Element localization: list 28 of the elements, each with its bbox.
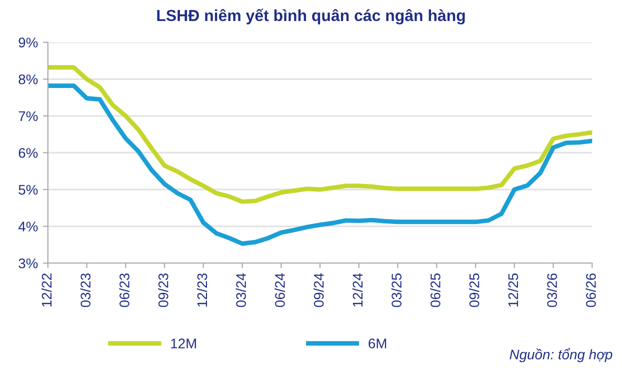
line-series (48, 65, 592, 204)
x-tick-label: 09/23 (158, 273, 168, 308)
y-tick-label: 8% (18, 74, 38, 84)
y-tick-label: 6% (18, 148, 38, 158)
text: Nguồn: tổng hợp (510, 348, 612, 362)
y-tick-label: 3% (18, 258, 38, 268)
legend-label: 12M (171, 338, 196, 348)
x-tick-label: 03/23 (80, 273, 90, 308)
x-tick-label: 03/25 (391, 273, 402, 308)
legend-label: 6M (368, 338, 386, 348)
y-tick-label: 9% (18, 38, 38, 48)
x-tick-label: 03/26 (546, 273, 557, 308)
x-tick-label: 09/24 (314, 273, 324, 308)
x-tick-label: 06/26 (586, 273, 596, 308)
x-tick-label: 12/22 (41, 274, 52, 307)
x-tick-label: 12/23 (196, 273, 208, 307)
x-tick-label: 06/23 (119, 273, 130, 308)
x-tick-label: 06/24 (274, 273, 285, 308)
y-tick-label: 5% (18, 184, 38, 195)
x-tick-label: 09/25 (469, 273, 480, 308)
x-tick-label: 12/25 (508, 273, 518, 307)
chart-title: LSHĐ niêm yết bình quân các ngân hàng (157, 8, 465, 24)
x-tick-label: 12/24 (352, 273, 363, 307)
line-series (48, 84, 592, 246)
x-tick-label: 03/24 (236, 273, 246, 308)
y-tick-label: 4% (18, 222, 38, 232)
y-tick-label: 7% (18, 111, 38, 122)
x-tick-label: 06/25 (430, 273, 440, 308)
